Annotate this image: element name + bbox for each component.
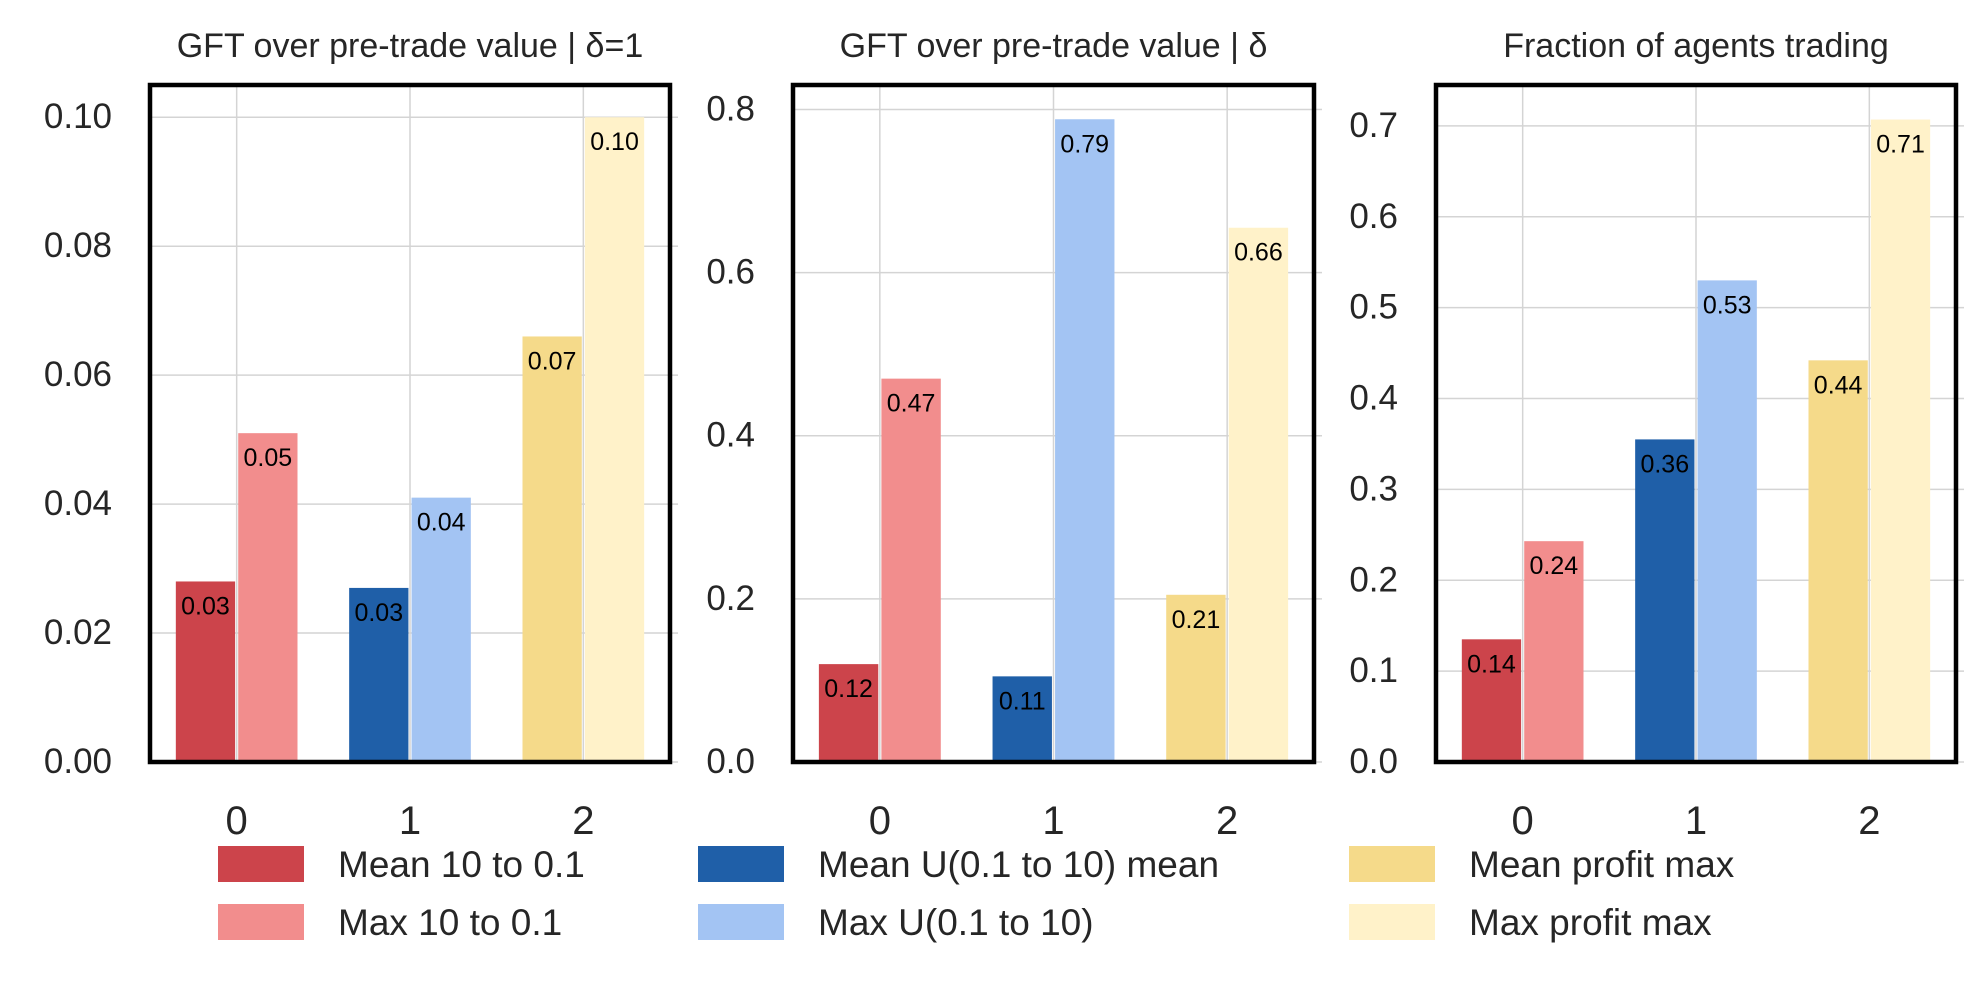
y-tick-label: 0.00 [44, 742, 112, 781]
bar [1808, 360, 1868, 762]
bar [175, 581, 236, 762]
x-tick-label: 0 [1512, 799, 1534, 843]
bar-value-label: 0.24 [1530, 552, 1579, 580]
bar [522, 336, 582, 762]
bar-value-label: 0.36 [1640, 450, 1689, 478]
chart-title: Fraction of agents trading [1503, 27, 1889, 65]
bar-value-label: 0.71 [1876, 131, 1925, 159]
chart-panels: 0.000.020.040.060.080.100.030.050.030.04… [44, 27, 1964, 843]
bar [238, 433, 298, 762]
x-tick-label: 0 [869, 799, 891, 843]
bar-value-label: 0.66 [1234, 239, 1283, 267]
bar-value-label: 0.07 [528, 347, 577, 375]
y-tick-label: 0.10 [44, 97, 112, 136]
chart-title: GFT over pre-trade value | δ [840, 27, 1268, 65]
bar [1228, 227, 1289, 762]
x-tick-label: 1 [399, 799, 421, 843]
y-tick-label: 0.2 [1349, 560, 1398, 599]
bar [992, 676, 1052, 762]
bar [1524, 541, 1584, 762]
legend-swatch [218, 846, 304, 882]
bar-value-label: 0.03 [354, 599, 403, 627]
legend-item: Max 10 to 0.1 [218, 902, 562, 943]
x-tick-label: 2 [1216, 799, 1238, 843]
bar-value-label: 0.44 [1814, 371, 1863, 399]
y-tick-label: 0.8 [706, 89, 755, 128]
y-tick-label: 0.4 [706, 416, 755, 455]
legend-item: Mean profit max [1349, 844, 1735, 885]
bar [1461, 639, 1522, 762]
plot-frame [1433, 82, 1959, 765]
x-tick-label: 2 [1858, 799, 1880, 843]
legend-swatch [1349, 904, 1435, 940]
legend-label: Max 10 to 0.1 [338, 902, 562, 943]
bar [1635, 439, 1695, 762]
legend-label: Mean profit max [1469, 844, 1735, 885]
bar-value-label: 0.12 [824, 675, 873, 703]
y-tick-label: 0.0 [706, 742, 755, 781]
bar-value-label: 0.03 [181, 592, 230, 620]
bar-value-label: 0.53 [1703, 291, 1752, 319]
legend-item: Max U(0.1 to 10) [698, 902, 1094, 943]
y-tick-label: 0.1 [1349, 651, 1398, 690]
legend-swatch [698, 846, 784, 882]
y-tick-label: 0.02 [44, 613, 112, 652]
bar-value-label: 0.79 [1060, 130, 1109, 158]
legend: Mean 10 to 0.1 Max 10 to 0.1 Mean U(0.1 to… [218, 844, 1735, 943]
bar-value-label: 0.05 [244, 444, 293, 472]
legend-label: Mean U(0.1 to 10) mean [818, 844, 1219, 885]
chart-panel-1: 0.0 0.2 0.4 0.6 0.8 0.12 0.47 0.11 0.79 0.21 0.66 0… [706, 27, 1322, 843]
chart-panel-0: 0.00 0.02 0.04 0.06 0.08 0.10 0.03 0.05 0.03 0.04… [44, 27, 678, 843]
bar-value-label: 0.14 [1467, 650, 1516, 678]
legend-label: Mean 10 to 0.1 [338, 844, 585, 885]
bar [1870, 119, 1931, 762]
bar-value-label: 0.47 [887, 390, 936, 418]
legend-swatch [218, 904, 304, 940]
bar [1166, 594, 1226, 762]
y-tick-label: 0.7 [1349, 106, 1398, 145]
chart-panel-2: 0.0 0.1 0.2 0.3 0.4 0.5 0.6 0.7 0.14 0.24 0.36 0.53… [1349, 27, 1964, 843]
x-tick-label: 0 [226, 799, 248, 843]
y-tick-label: 0.06 [44, 355, 112, 394]
y-tick-label: 0.3 [1349, 469, 1398, 508]
legend-item: Mean U(0.1 to 10) mean [698, 844, 1219, 885]
chart-title: GFT over pre-trade value | δ=1 [177, 27, 644, 65]
x-tick-label: 2 [572, 799, 594, 843]
y-tick-label: 0.6 [706, 253, 755, 292]
y-tick-label: 0.5 [1349, 288, 1398, 327]
legend-swatch [1349, 846, 1435, 882]
y-tick-label: 0.4 [1349, 379, 1398, 418]
legend-swatch [698, 904, 784, 940]
legend-label: Max profit max [1469, 902, 1712, 943]
plot-frame [147, 82, 673, 765]
legend-label: Max U(0.1 to 10) [818, 902, 1094, 943]
bar [881, 378, 941, 762]
y-tick-label: 0.08 [44, 226, 112, 265]
bar [1055, 119, 1115, 763]
y-tick-label: 0.04 [44, 484, 112, 523]
plot-frame [790, 82, 1317, 765]
y-tick-label: 0.6 [1349, 197, 1398, 236]
bar [1697, 280, 1757, 762]
bar [411, 497, 471, 762]
bar-value-label: 0.04 [417, 509, 466, 537]
x-tick-label: 1 [1685, 799, 1707, 843]
y-tick-label: 0.2 [706, 579, 755, 618]
bar-value-label: 0.11 [999, 687, 1046, 715]
legend-item: Max profit max [1349, 902, 1712, 943]
y-tick-label: 0.0 [1349, 742, 1398, 781]
x-tick-label: 1 [1042, 799, 1064, 843]
bar [349, 587, 409, 762]
bar-value-label: 0.21 [1172, 606, 1221, 634]
legend-item: Mean 10 to 0.1 [218, 844, 585, 885]
bar [818, 664, 879, 762]
bar-value-label: 0.10 [590, 128, 639, 156]
bar [584, 117, 645, 762]
